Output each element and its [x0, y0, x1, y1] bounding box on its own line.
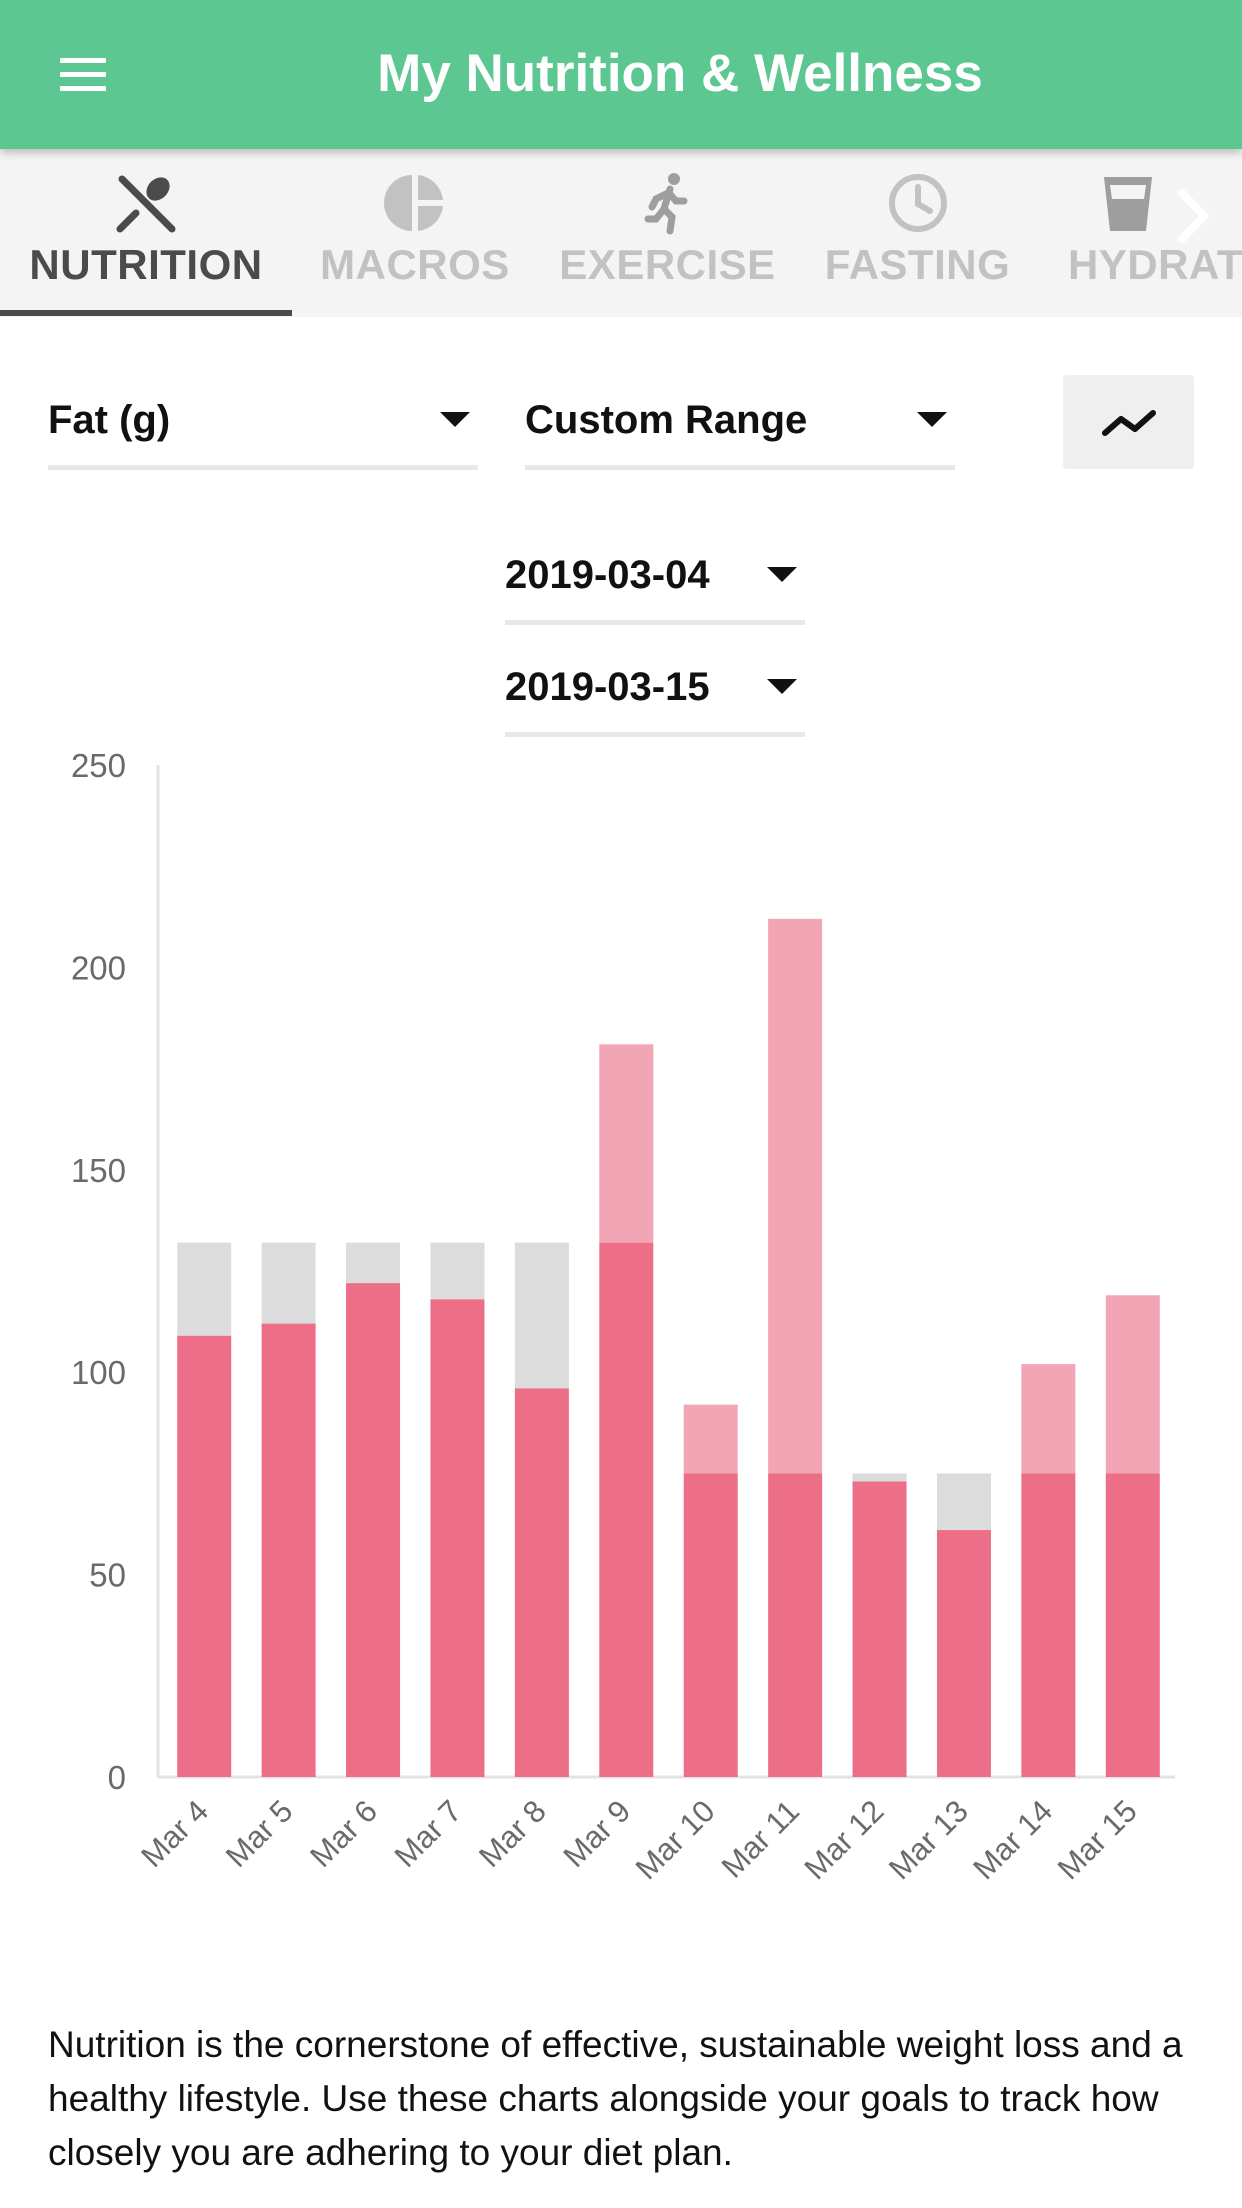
tab-nutrition[interactable]: NUTRITION: [0, 149, 292, 317]
tab-hydration[interactable]: HYDRATION: [1068, 149, 1242, 317]
app-title: My Nutrition & Wellness: [377, 44, 983, 103]
end-date-label: 2019-03-15: [505, 665, 710, 709]
bar-consumed-segment: [683, 1473, 738, 1777]
x-tick-label: Mar 7: [388, 1793, 469, 1874]
y-tick-label: 50: [89, 1557, 126, 1594]
pie-chart-icon: [384, 175, 443, 231]
bar-over-goal-segment: [1021, 1364, 1076, 1474]
clock-icon: [888, 174, 947, 232]
bar-remaining-goal-segment: [177, 1242, 232, 1336]
active-tab-indicator: [0, 310, 292, 316]
bar-consumed-segment: [514, 1388, 569, 1777]
bar-over-goal-segment: [768, 918, 823, 1474]
bar-consumed-segment: [852, 1481, 907, 1777]
bar-remaining-goal-segment: [936, 1473, 991, 1531]
x-tick-label: Mar 13: [882, 1793, 975, 1886]
x-tick-label: Mar 8: [472, 1793, 553, 1874]
tab-exercise[interactable]: EXERCISE: [555, 149, 780, 317]
tab-macros[interactable]: MACROS: [310, 149, 520, 317]
chevron-right-icon[interactable]: [1160, 171, 1230, 261]
tab-label: FASTING: [824, 241, 1011, 288]
bar-consumed-segment: [936, 1530, 991, 1777]
tab-label: EXERCISE: [559, 241, 776, 288]
water-glass-icon: [1104, 177, 1152, 231]
bar-remaining-goal-segment: [261, 1242, 316, 1324]
caret-down-icon: [767, 679, 797, 694]
tab-label: HYDRATION: [1068, 241, 1242, 288]
start-date-dropdown[interactable]: 2019-03-04: [505, 535, 805, 625]
bar-over-goal-segment: [683, 1404, 738, 1474]
bar-consumed-segment: [1105, 1473, 1160, 1777]
bar-consumed-segment: [346, 1283, 401, 1777]
x-tick-label: Mar 5: [219, 1793, 300, 1874]
fork-spoon-icon: [116, 175, 176, 233]
x-tick-label: Mar 9: [556, 1793, 637, 1874]
bar-consumed-segment: [599, 1242, 654, 1777]
tab-bar: NUTRITION MACROS EXERCISE FASTING: [0, 149, 1242, 317]
bar-over-goal-segment: [1105, 1295, 1160, 1474]
chart-type-toggle[interactable]: [1063, 375, 1194, 469]
line-chart-icon: [1102, 410, 1156, 436]
x-tick-label: Mar 4: [134, 1793, 215, 1874]
bar-remaining-goal-segment: [514, 1242, 569, 1389]
range-dropdown-label: Custom Range: [525, 398, 808, 442]
fat-bar-chart: 0 50 100 150 200 250 Mar 4 Mar 5 Mar 6 Mar 7 Mar 8…: [71, 747, 1175, 1886]
x-tick-label: Mar 11: [715, 1793, 806, 1884]
bar-remaining-goal-segment: [346, 1242, 401, 1284]
tab-label: MACROS: [320, 241, 510, 288]
y-tick-label: 150: [71, 1152, 126, 1189]
tab-fasting[interactable]: FASTING: [815, 149, 1020, 317]
range-dropdown[interactable]: Custom Range: [525, 380, 955, 470]
x-tick-label: Mar 6: [303, 1793, 384, 1874]
metric-dropdown[interactable]: Fat (g): [48, 380, 478, 470]
hamburger-menu-icon[interactable]: [44, 40, 124, 110]
bar-remaining-goal-segment: [430, 1242, 485, 1300]
y-tick-label: 0: [108, 1759, 126, 1796]
start-date-label: 2019-03-04: [505, 553, 710, 597]
metric-dropdown-label: Fat (g): [48, 398, 171, 442]
bar-consumed-segment: [1021, 1473, 1076, 1777]
x-tick-label: Mar 14: [966, 1793, 1059, 1886]
tab-label: NUTRITION: [29, 241, 263, 288]
bar-over-goal-segment: [599, 1044, 654, 1243]
x-tick-label: Mar 10: [629, 1793, 722, 1886]
y-tick-label: 200: [71, 949, 126, 986]
bar-remaining-goal-segment: [852, 1473, 907, 1482]
y-tick-label: 100: [71, 1354, 126, 1391]
caret-down-icon: [917, 412, 947, 427]
caret-down-icon: [767, 567, 797, 582]
bar-consumed-segment: [768, 1473, 823, 1777]
app-bar: My Nutrition & Wellness: [0, 0, 1242, 149]
bar-consumed-segment: [430, 1299, 485, 1777]
caret-down-icon: [440, 412, 470, 427]
x-tick-label: Mar 12: [798, 1793, 891, 1886]
bar-consumed-segment: [261, 1323, 316, 1777]
x-tick-label: Mar 15: [1051, 1793, 1144, 1886]
end-date-dropdown[interactable]: 2019-03-15: [505, 647, 805, 737]
info-text: Nutrition is the cornerstone of effectiv…: [48, 2024, 1183, 2173]
bar-consumed-segment: [177, 1335, 232, 1777]
running-person-icon: [644, 173, 687, 235]
y-tick-label: 250: [71, 747, 126, 784]
